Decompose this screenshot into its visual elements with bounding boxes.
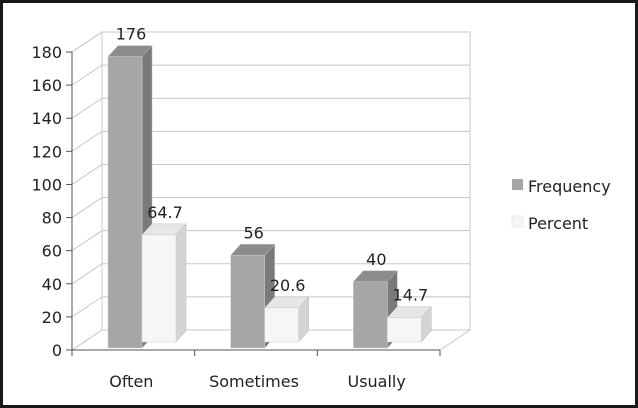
gridline bbox=[71, 163, 470, 185]
data-label-frequency: 56 bbox=[243, 223, 263, 242]
bar-percent bbox=[264, 296, 310, 343]
y-tick-label: 20 bbox=[42, 308, 62, 327]
gridline bbox=[71, 197, 470, 218]
bar-percent-side bbox=[175, 223, 187, 343]
axes: 0 20 40 60 80 100 120 140 160 180 Often Sometimes Us… bbox=[31, 43, 441, 391]
data-label-frequency: 176 bbox=[116, 25, 147, 44]
y-tick-label: 60 bbox=[42, 242, 62, 261]
data-label-percent: 64.7 bbox=[147, 203, 183, 222]
gridline bbox=[71, 263, 470, 285]
legend: Frequency Percent bbox=[511, 177, 611, 233]
bar-frequency-front bbox=[107, 56, 143, 349]
gridline bbox=[71, 130, 470, 152]
data-label-percent: 20.6 bbox=[270, 276, 306, 295]
legend-label: Frequency bbox=[528, 177, 611, 196]
gridlines bbox=[71, 31, 472, 351]
data-labels: 176 64.7 56 20.6 40 14.7 bbox=[116, 25, 428, 305]
y-tick-label: 0 bbox=[52, 341, 62, 360]
legend-swatch bbox=[511, 215, 524, 228]
bar-percent bbox=[386, 306, 432, 343]
y-tick-label: 180 bbox=[31, 43, 62, 62]
y-tick-label: 160 bbox=[31, 76, 62, 95]
legend-item: Frequency bbox=[512, 177, 611, 196]
bar-frequency-front bbox=[353, 281, 388, 349]
legend-swatch bbox=[512, 179, 523, 190]
bar-percent-front bbox=[387, 317, 422, 343]
gridline bbox=[71, 31, 470, 53]
bar-percent bbox=[141, 223, 187, 343]
legend-item: Percent bbox=[511, 214, 588, 233]
y-tick-label: 100 bbox=[31, 175, 62, 194]
gridline bbox=[71, 97, 470, 119]
y-tick-label: 40 bbox=[42, 275, 62, 294]
gridline bbox=[71, 230, 470, 252]
gridline bbox=[71, 296, 470, 318]
bar-frequency-front bbox=[230, 255, 265, 349]
bar-frequency bbox=[107, 44, 153, 349]
legend-label: Percent bbox=[528, 214, 588, 233]
y-tick-label: 120 bbox=[31, 142, 62, 161]
bar-percent-front bbox=[264, 307, 299, 343]
gridline bbox=[71, 329, 470, 351]
gridline bbox=[71, 64, 470, 86]
data-label-frequency: 40 bbox=[366, 250, 386, 269]
bars bbox=[107, 44, 432, 349]
x-category-label: Sometimes bbox=[209, 372, 299, 391]
data-label-percent: 14.7 bbox=[393, 286, 429, 305]
x-category-label: Usually bbox=[347, 372, 405, 391]
x-category-label: Often bbox=[109, 372, 153, 391]
y-tick-label: 80 bbox=[42, 209, 62, 228]
y-tick-label: 140 bbox=[31, 109, 62, 128]
bar-percent-front bbox=[141, 234, 177, 343]
